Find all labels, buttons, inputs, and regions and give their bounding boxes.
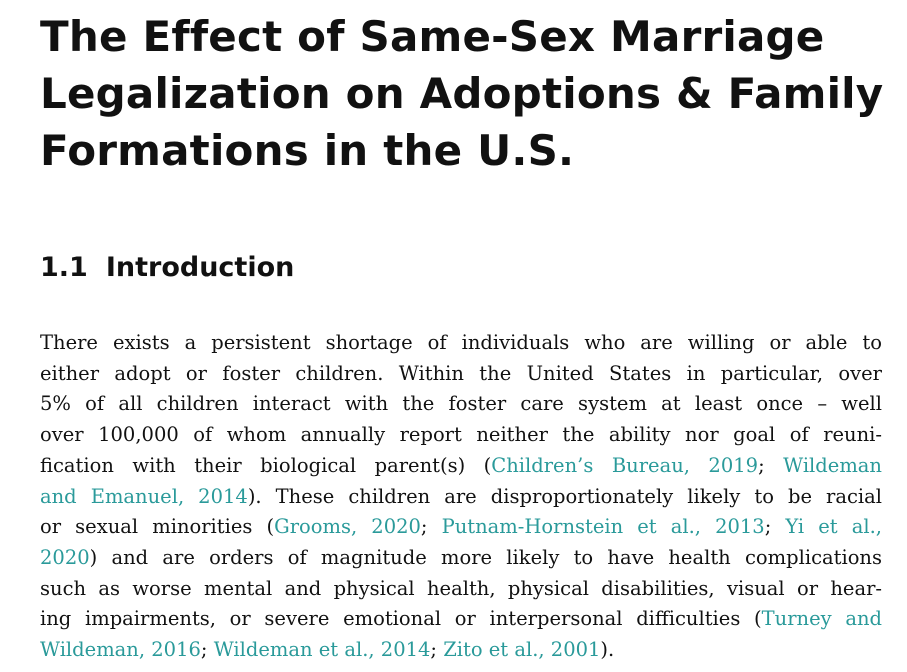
section-title: Introduction xyxy=(105,252,295,283)
citation-wildeman-et-al[interactable]: Wildeman et al., 2014 xyxy=(213,638,431,662)
citation-separator: ; xyxy=(758,453,784,477)
paper-title: The Effect of Same-Sex Marriage Legaliza… xyxy=(40,8,900,179)
paragraph-line: or sexual minorities (Grooms, 2020; Putn… xyxy=(40,512,882,543)
paragraph-text: or sexual minorities ( xyxy=(40,515,275,539)
citation-turney-wildeman[interactable]: Wildeman, 2016 xyxy=(40,638,201,662)
title-line-1: The Effect of Same-Sex Marriage xyxy=(40,12,825,61)
title-line-2: Legalization on Adoptions & Family xyxy=(40,69,884,118)
citation-turney-wildeman[interactable]: Turney and xyxy=(761,607,882,631)
section-number: 1.1 xyxy=(40,252,88,283)
citation-yi[interactable]: Yi et al., xyxy=(785,515,882,539)
paragraph-line: fication with their biological parent(s)… xyxy=(40,451,882,482)
citation-separator: ; xyxy=(764,515,786,539)
paragraph-text: ). xyxy=(600,638,615,662)
paragraph-line: 2020) and are orders of magnitude more l… xyxy=(40,543,882,574)
paragraph-text: ing impairments, or severe emotional or … xyxy=(40,607,762,631)
citation-yi[interactable]: 2020 xyxy=(40,545,90,569)
citation-separator: ; xyxy=(430,638,444,662)
section-heading: 1.1 Introduction xyxy=(40,250,294,286)
citation-childrens-bureau[interactable]: Children’s Bureau, 2019 xyxy=(491,453,759,477)
citation-separator: ; xyxy=(200,638,214,662)
title-line-3: Formations in the U.S. xyxy=(40,126,575,175)
paragraph-line: Wildeman, 2016; Wildeman et al., 2014; Z… xyxy=(40,635,882,666)
paragraph-line: There exists a persistent shortage of in… xyxy=(40,331,882,354)
introduction-paragraph: There exists a persistent shortage of in… xyxy=(40,328,882,666)
citation-grooms[interactable]: Grooms, 2020 xyxy=(274,515,421,539)
paragraph-text: ). These children are disproportionately… xyxy=(247,484,882,508)
paragraph-line: 5% of all children interact with the fos… xyxy=(40,392,882,416)
paragraph-text: ) and are orders of magnitude more likel… xyxy=(89,545,882,569)
citation-zito[interactable]: Zito et al., 2001 xyxy=(443,638,601,662)
paragraph-text: fication with their biological parent(s)… xyxy=(40,453,492,477)
citation-wildeman-emanuel[interactable]: Wildeman xyxy=(783,453,882,477)
citation-wildeman-emanuel[interactable]: and Emanuel, 2014 xyxy=(40,484,248,508)
citation-putnam-hornstein[interactable]: Putnam-Hornstein et al., 2013 xyxy=(441,515,765,539)
paragraph-line: ing impairments, or severe emotional or … xyxy=(40,604,882,635)
paragraph-line: and Emanuel, 2014). These children are d… xyxy=(40,482,882,513)
citation-separator: ; xyxy=(420,515,442,539)
paragraph-line: such as worse mental and physical health… xyxy=(40,576,882,600)
paragraph-line: either adopt or foster children. Within … xyxy=(40,361,882,385)
paragraph-line: over 100,000 of whom annually report nei… xyxy=(40,423,882,447)
